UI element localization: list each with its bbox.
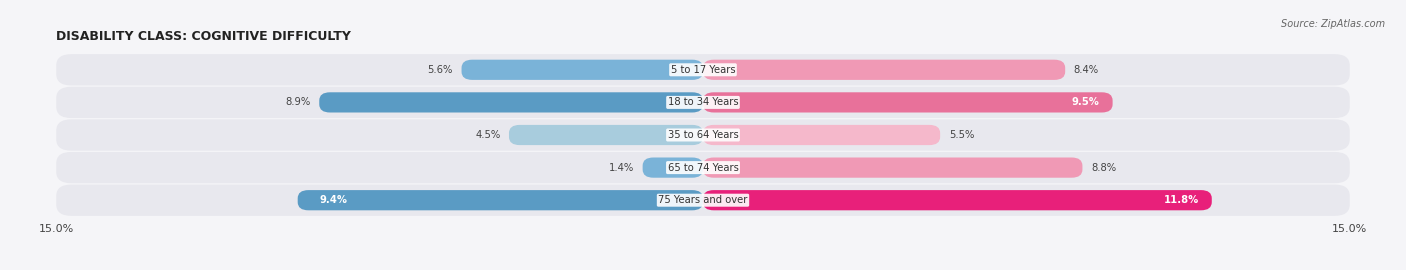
FancyBboxPatch shape [319,92,703,113]
FancyBboxPatch shape [298,190,703,210]
FancyBboxPatch shape [56,87,1350,118]
FancyBboxPatch shape [703,92,1112,113]
FancyBboxPatch shape [703,190,1212,210]
Text: 5.5%: 5.5% [949,130,974,140]
Text: 8.8%: 8.8% [1091,163,1116,173]
FancyBboxPatch shape [461,60,703,80]
FancyBboxPatch shape [56,54,1350,85]
FancyBboxPatch shape [703,157,1083,178]
FancyBboxPatch shape [509,125,703,145]
Text: 4.5%: 4.5% [475,130,501,140]
FancyBboxPatch shape [56,119,1350,151]
Text: 1.4%: 1.4% [609,163,634,173]
FancyBboxPatch shape [56,152,1350,183]
Text: 5 to 17 Years: 5 to 17 Years [671,65,735,75]
Text: 5.6%: 5.6% [427,65,453,75]
Text: 11.8%: 11.8% [1164,195,1199,205]
Text: 9.5%: 9.5% [1071,97,1099,107]
Text: Source: ZipAtlas.com: Source: ZipAtlas.com [1281,19,1385,29]
Text: 65 to 74 Years: 65 to 74 Years [668,163,738,173]
Text: 75 Years and over: 75 Years and over [658,195,748,205]
FancyBboxPatch shape [703,125,941,145]
Legend: Male, Female: Male, Female [644,269,762,270]
Text: DISABILITY CLASS: COGNITIVE DIFFICULTY: DISABILITY CLASS: COGNITIVE DIFFICULTY [56,30,352,43]
FancyBboxPatch shape [703,60,1066,80]
Text: 35 to 64 Years: 35 to 64 Years [668,130,738,140]
Text: 8.4%: 8.4% [1074,65,1099,75]
Text: 8.9%: 8.9% [285,97,311,107]
FancyBboxPatch shape [56,185,1350,216]
Text: 18 to 34 Years: 18 to 34 Years [668,97,738,107]
FancyBboxPatch shape [643,157,703,178]
Text: 9.4%: 9.4% [319,195,347,205]
